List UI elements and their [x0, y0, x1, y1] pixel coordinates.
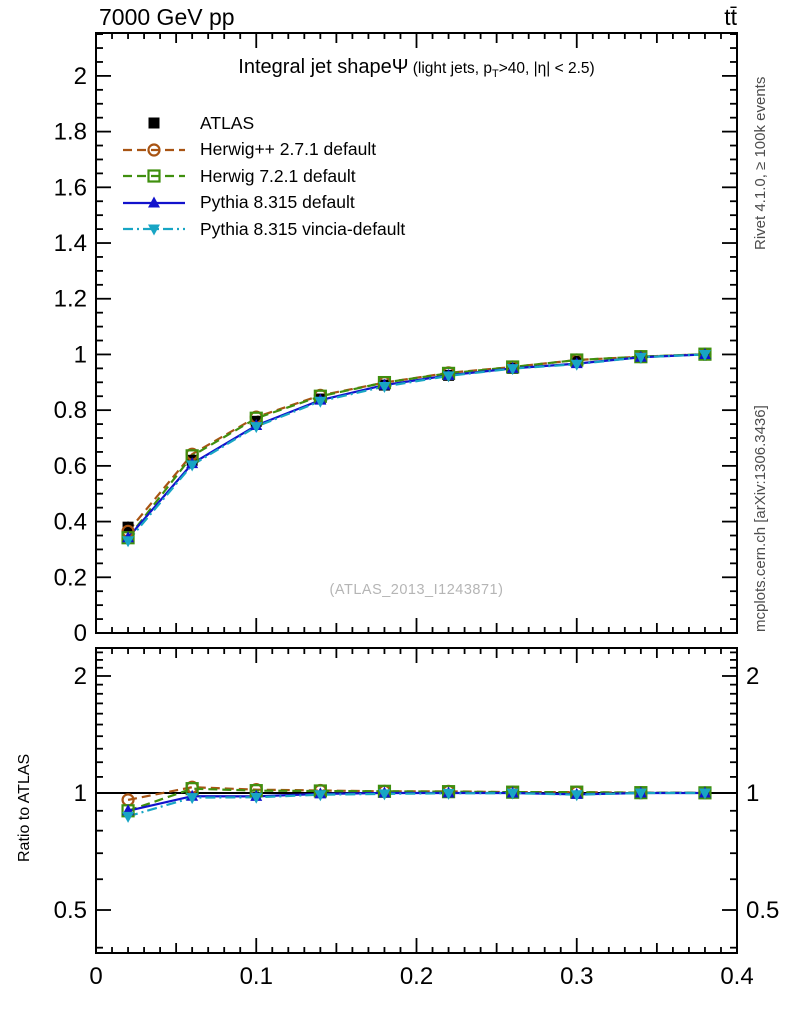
marker	[634, 788, 647, 800]
ratio-markers-herwig-7-2-1-default	[121, 782, 712, 818]
ratio-markers-pythia-8-315-vincia-default	[122, 788, 711, 823]
ratio-y-label-left: 1	[74, 780, 87, 807]
ratio-y-label-left: 2	[74, 663, 87, 690]
marker	[148, 117, 160, 129]
legend-item-atlas: ATLAS	[121, 110, 405, 137]
ratio-line-pythia-8-315-vincia-default	[127, 791, 705, 818]
marker	[506, 788, 519, 800]
legend: ATLAS Herwig++ 2.7.1 default Herwig 7.2.1 …	[121, 110, 405, 243]
x-label: 0.3	[560, 963, 593, 990]
legend-label: Herwig++ 2.7.1 default	[200, 139, 377, 160]
x-label: 0.4	[720, 963, 753, 990]
marker	[314, 790, 327, 802]
marker	[570, 790, 583, 802]
main-y-label: 0.8	[54, 397, 87, 424]
series-line-herwig-7-2-1-default	[127, 353, 705, 539]
legend-label: Herwig 7.2.1 default	[200, 165, 356, 186]
legend-marker-atlas	[148, 117, 160, 129]
main-y-label: 0	[74, 620, 87, 647]
main-y-label: 1.4	[54, 230, 87, 257]
marker	[506, 364, 519, 376]
x-label: 0.2	[400, 963, 433, 990]
main-y-label: 1	[74, 341, 87, 368]
marker	[698, 349, 711, 361]
marker	[698, 788, 711, 800]
process-title: tt̄	[724, 4, 737, 30]
legend-marker-pythia-8-315-default	[123, 196, 185, 208]
legend-label: ATLAS	[200, 112, 255, 133]
series-group	[121, 347, 712, 823]
rivet-version-label: Rivet 4.1.0, ≥ 100k events	[752, 76, 769, 250]
legend-marker-glyph	[148, 117, 160, 129]
main-y-label: 1.8	[54, 119, 87, 146]
marker	[186, 793, 199, 805]
ratio-y-label-right: 2	[746, 663, 759, 690]
ratio-line-pythia-8-315-default	[127, 791, 705, 812]
x-label: 0	[89, 963, 102, 990]
ratio-markers-pythia-8-315-default	[122, 786, 711, 816]
marker	[634, 352, 647, 364]
marker	[570, 359, 583, 371]
marker	[314, 396, 327, 408]
markers-pythia-8-315-vincia-default	[122, 349, 711, 548]
marker	[250, 792, 263, 804]
legend-label: Pythia 8.315 default	[200, 192, 355, 213]
main-y-label: 2	[74, 63, 87, 90]
marker	[442, 371, 455, 383]
legend-marker-glyph	[147, 143, 161, 157]
legend-item-herwig-2-7-1-default: Herwig++ 2.7.1 default	[121, 137, 405, 164]
legend-item-pythia-8-315-vincia-default: Pythia 8.315 vincia-default	[121, 216, 405, 243]
plot-title-main: Integral jet shapeΨ	[238, 56, 409, 78]
ratio-line-herwig-7-2-1-default	[127, 787, 705, 812]
main-y-label: 1.6	[54, 174, 87, 201]
marker	[122, 811, 135, 823]
main-y-label: 0.4	[54, 509, 87, 536]
axis-tick-labels: 0 0.2 0.4 0.6 0.8 1 1.2 1.4 1.6 1.8 2 0 0.1 0.2 0.3 0.4…	[54, 63, 780, 990]
beam-energy-title: 7000 GeV pp	[99, 4, 235, 30]
marker	[148, 224, 160, 236]
ratio-axis-label: Ratio to ATLAS	[16, 753, 33, 862]
legend-marker-pythia-8-315-vincia-default	[123, 224, 185, 236]
analysis-watermark: (ATLAS_2013_I1243871)	[329, 582, 504, 598]
x-label: 0.1	[240, 963, 273, 990]
legend-marker-herwig-2-7-1-default	[123, 143, 185, 157]
main-y-label: 0.2	[54, 564, 87, 591]
legend-item-pythia-8-315-default: Pythia 8.315 default	[121, 190, 405, 217]
legend-marker-glyph	[148, 196, 160, 208]
ratio-y-label-right: 0.5	[746, 897, 779, 924]
marker	[122, 536, 135, 548]
axis-ticks	[95, 33, 738, 953]
marker	[442, 788, 455, 800]
marker	[250, 422, 263, 434]
markers-atlas	[122, 348, 711, 533]
legend-marker-herwig-7-2-1-default	[123, 169, 185, 183]
marker	[147, 169, 161, 183]
marker	[122, 521, 134, 533]
marker	[147, 143, 161, 157]
legend-label: Pythia 8.315 vincia-default	[200, 218, 406, 239]
marker	[186, 460, 199, 472]
plot-title: Integral jet shapeΨ (light jets, pT>40, …	[96, 56, 737, 80]
main-y-label: 0.6	[54, 453, 87, 480]
mcplots-arxiv-label: mcplots.cern.ch [arXiv:1306.3436]	[752, 405, 769, 632]
plot-title-note: (light jets, pT>40, |η| < 2.5)	[408, 60, 595, 81]
ratio-y-label-left: 0.5	[54, 897, 87, 924]
legend-item-herwig-7-2-1-default: Herwig 7.2.1 default	[121, 163, 405, 190]
series-line-pythia-8-315-vincia-default	[127, 353, 705, 542]
marker	[378, 381, 391, 393]
legend-marker-glyph	[147, 169, 161, 183]
main-y-label: 1.2	[54, 286, 87, 313]
legend-marker-glyph	[148, 224, 160, 236]
marker	[378, 789, 391, 801]
ratio-y-label-right: 1	[746, 780, 759, 807]
marker	[148, 196, 160, 208]
